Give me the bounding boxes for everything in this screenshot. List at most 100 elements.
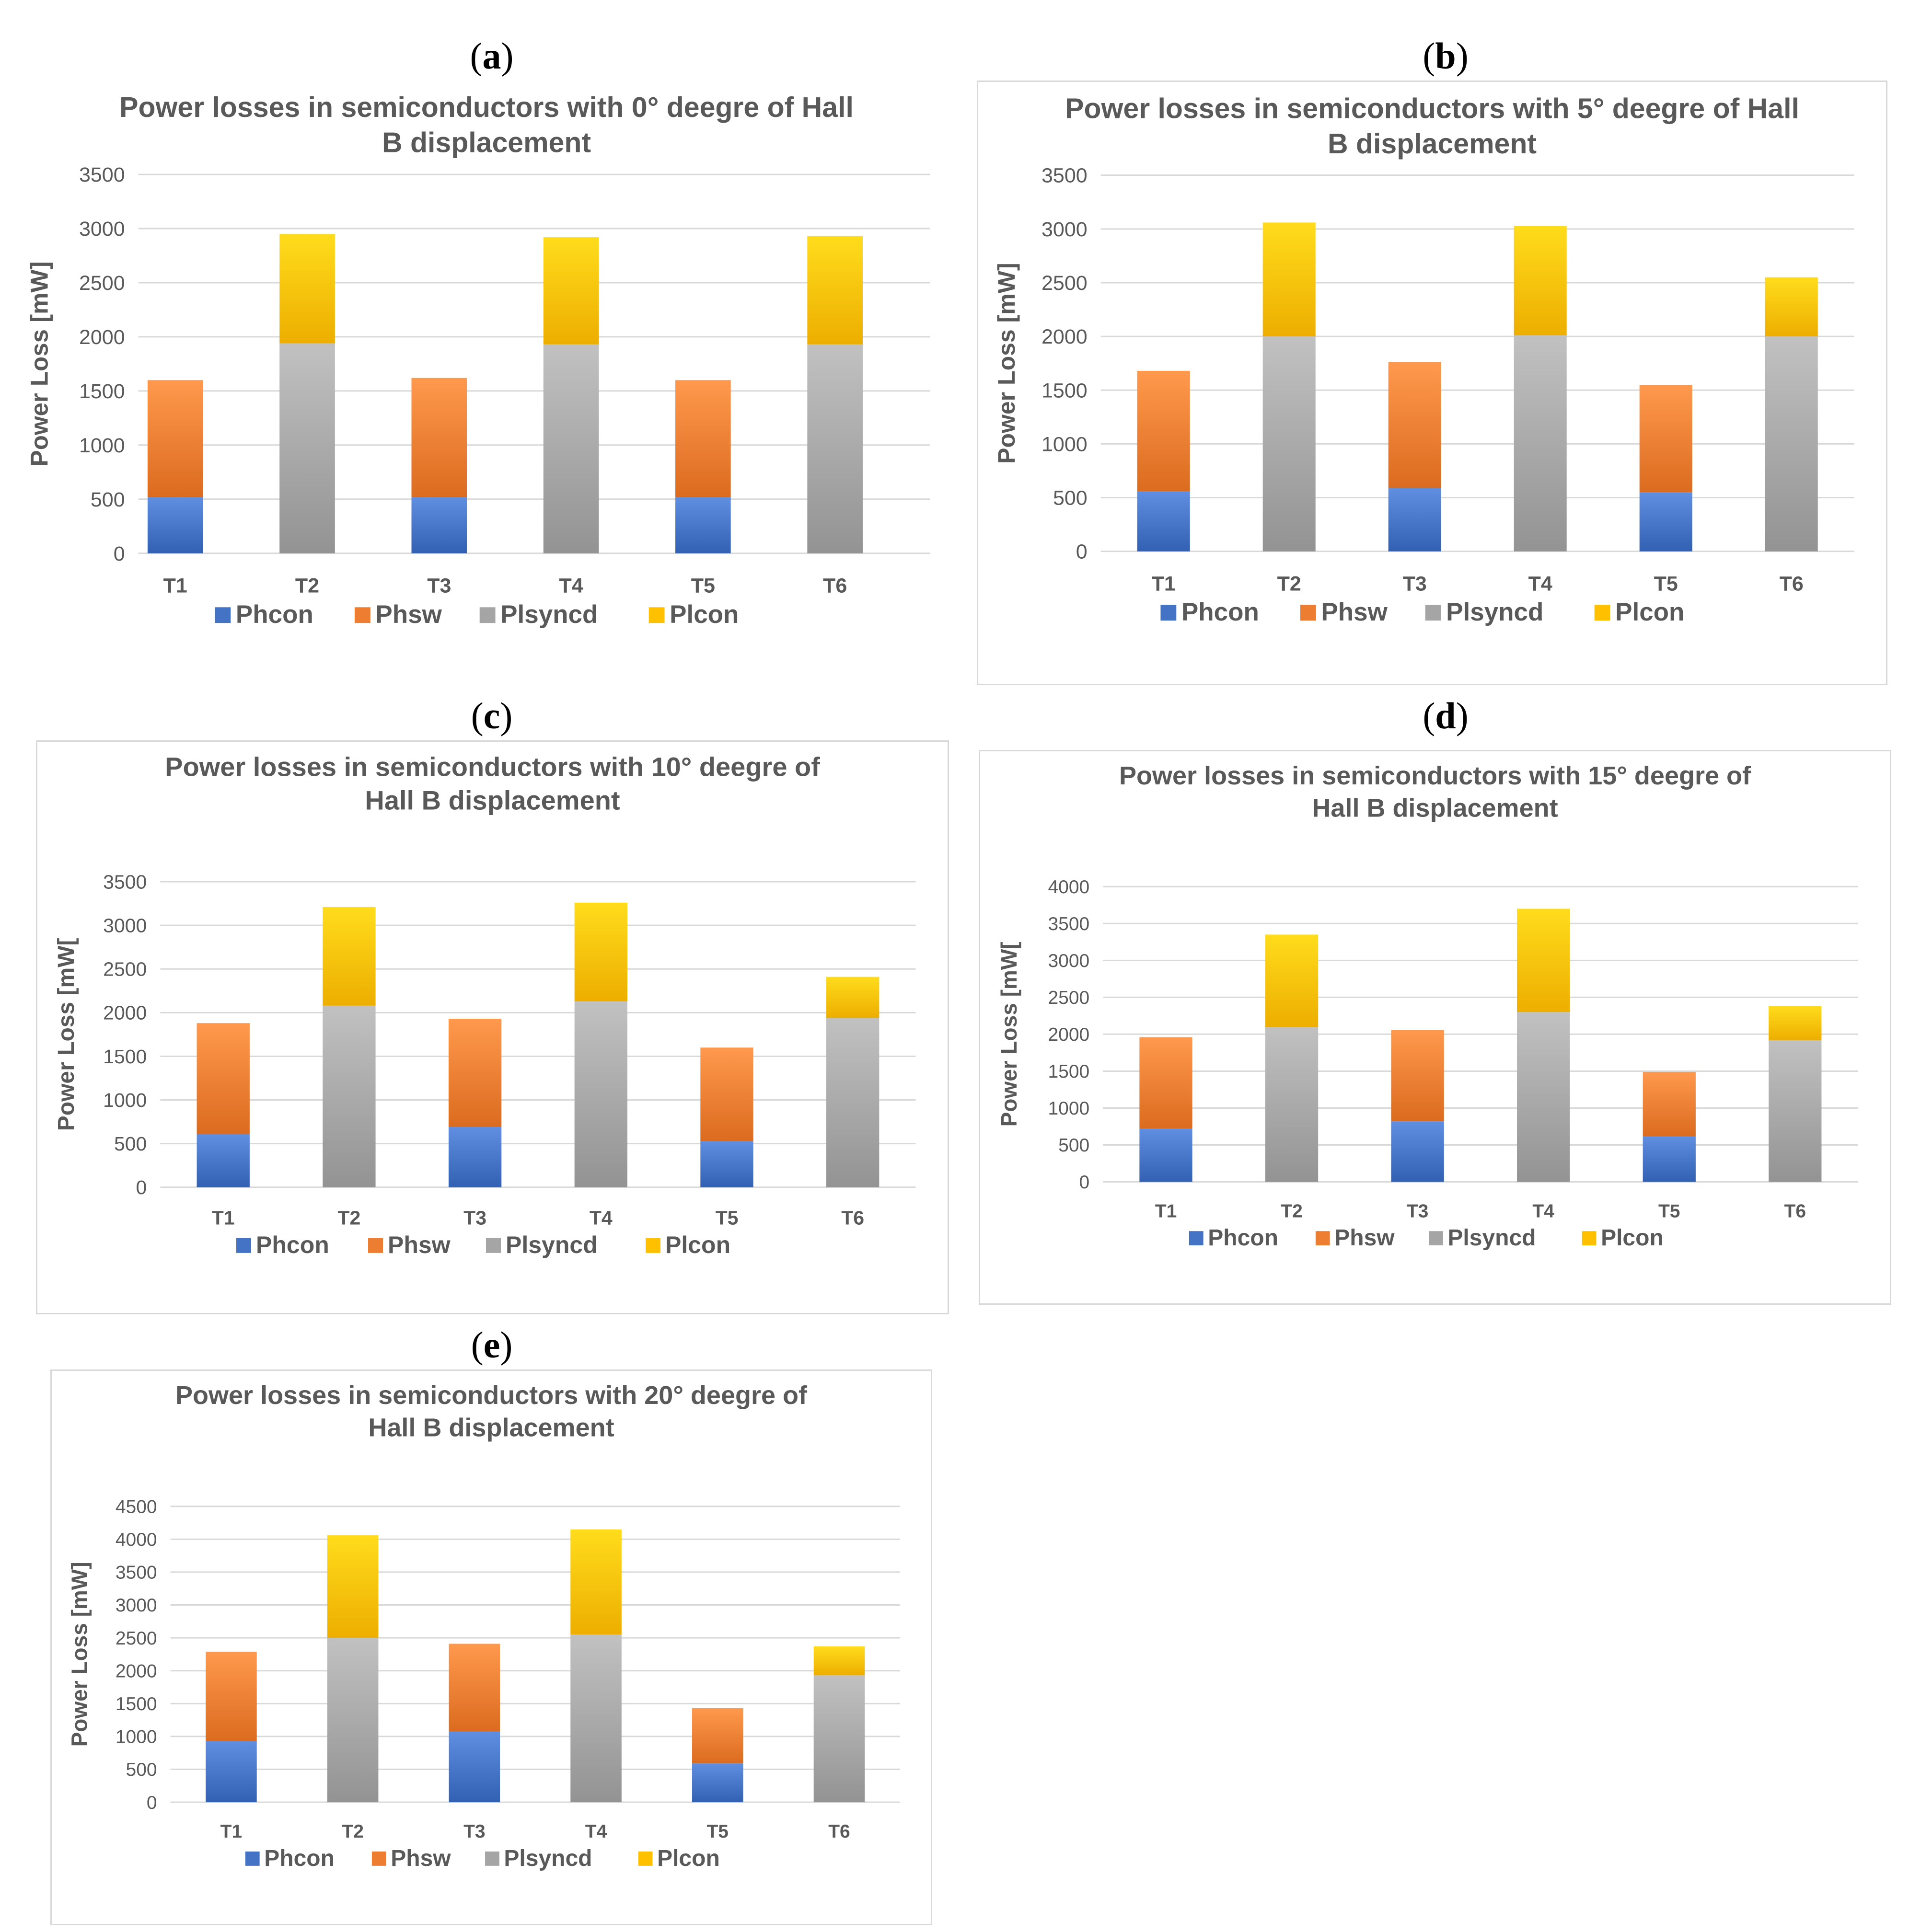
bar-T5-Phcon <box>1643 1136 1696 1182</box>
y-tick-label: 1500 <box>1042 379 1088 402</box>
bar-T5-Phcon <box>1639 492 1692 552</box>
x-tick-label: T3 <box>427 574 451 597</box>
bar-T5-Phsw <box>1643 1071 1696 1137</box>
chart-svg: Power losses in semiconductors with 10° … <box>54 752 916 1258</box>
bar-T3-Phcon <box>1391 1121 1444 1182</box>
chart-c: Power losses in semiconductors with 10° … <box>36 740 949 1314</box>
y-tick-label: 3000 <box>79 218 125 241</box>
y-tick-label: 3000 <box>116 1595 157 1616</box>
bar-T2-Plsyncd <box>327 1638 379 1803</box>
x-tick-label: T6 <box>1780 572 1804 595</box>
legend-swatch <box>486 1238 501 1253</box>
legend-swatch <box>354 607 370 623</box>
bar-T4-Plcon <box>574 902 627 1001</box>
legend-swatch <box>646 1238 660 1253</box>
x-tick-label: T2 <box>342 1821 364 1842</box>
panel-label-c: (c) <box>471 695 513 736</box>
legend-label: Plcon <box>670 600 739 629</box>
bar-T1-Phcon <box>206 1741 257 1803</box>
x-tick-label: T3 <box>1407 1201 1429 1222</box>
bar-T2-Plcon <box>1265 934 1319 1027</box>
legend-swatch <box>1300 605 1316 621</box>
bar-T1-Phcon <box>1137 491 1190 552</box>
legend-swatch <box>245 1852 260 1866</box>
chart-e: Power losses in semiconductors with 20° … <box>50 1369 932 1925</box>
x-tick-label: T3 <box>463 1207 486 1229</box>
y-tick-label: 1500 <box>116 1694 157 1714</box>
bar-T2-Plsyncd <box>323 1005 376 1187</box>
chart-title-line2: Hall B displacement <box>1312 794 1558 823</box>
y-tick-label: 3500 <box>116 1563 157 1583</box>
legend-label: Plcon <box>1601 1225 1664 1251</box>
y-tick-label: 2500 <box>103 958 147 980</box>
legend-swatch <box>1315 1231 1330 1246</box>
bar-T6-Plsyncd <box>826 1018 879 1187</box>
legend-swatch <box>648 607 665 623</box>
x-tick-label: T4 <box>585 1821 607 1842</box>
chart-title-line2: Hall B displacement <box>368 1414 614 1442</box>
x-tick-label: T5 <box>1654 572 1678 595</box>
chart-a: Power losses in semiconductors with 0° d… <box>10 80 963 687</box>
bar-T3-Phsw <box>1388 362 1441 488</box>
bar-T4-Plcon <box>1514 226 1567 335</box>
legend-label: Phcon <box>1208 1225 1278 1251</box>
chart-title-line1: Power losses in semiconductors with 0° d… <box>119 92 854 123</box>
chart-svg: Power losses in semiconductors with 20° … <box>67 1381 900 1871</box>
x-tick-label: T3 <box>1403 572 1427 595</box>
bar-T4-Plsyncd <box>1517 1012 1570 1182</box>
legend-label: Phcon <box>1181 598 1259 626</box>
chart-title-line2: Hall B displacement <box>365 785 620 816</box>
bar-T4-Plsyncd <box>574 1001 627 1187</box>
legend-label: Plcon <box>1615 598 1684 626</box>
y-tick-label: 3000 <box>1042 218 1088 241</box>
legend-label: Plsyncd <box>506 1231 598 1258</box>
bar-T6-Plsyncd <box>1765 336 1818 552</box>
y-tick-label: 3000 <box>1048 951 1089 971</box>
bar-T6-Plcon <box>1769 1006 1822 1040</box>
y-tick-label: 2000 <box>79 326 125 349</box>
bar-T1-Phsw <box>1137 370 1190 492</box>
bar-T6-Plcon <box>1765 277 1818 337</box>
bar-T5-Phcon <box>700 1141 753 1187</box>
bar-T3-Phsw <box>1391 1030 1444 1122</box>
x-tick-label: T6 <box>1784 1201 1806 1222</box>
bar-T3-Phcon <box>411 497 467 553</box>
legend-label: Plsyncd <box>1446 598 1543 626</box>
chart-title-line1: Power losses in semiconductors with 15° … <box>1119 761 1751 790</box>
bar-T1-Phcon <box>147 497 203 553</box>
chart-title-line1: Power losses in semiconductors with 20° … <box>175 1381 808 1410</box>
y-tick-label: 2500 <box>1042 272 1088 295</box>
panel-label-b: (b) <box>1423 35 1469 77</box>
bar-T2-Plsyncd <box>279 343 335 553</box>
y-tick-label: 2500 <box>79 272 125 295</box>
y-axis-label: Power Loss [mW] <box>26 261 53 466</box>
x-tick-label: T6 <box>823 574 847 597</box>
bar-T3-Phsw <box>448 1019 502 1127</box>
bar-T5-Phsw <box>675 380 731 497</box>
legend-swatch <box>371 1852 386 1866</box>
y-tick-label: 2000 <box>1042 325 1088 348</box>
bar-T1-Phsw <box>1139 1037 1192 1129</box>
y-tick-label: 3500 <box>79 163 125 186</box>
bar-T6-Plcon <box>807 236 863 345</box>
panel-label-a: (a) <box>470 35 514 77</box>
x-tick-label: T1 <box>220 1821 243 1842</box>
x-tick-label: T3 <box>463 1821 486 1842</box>
bar-T1-Phcon <box>1139 1128 1192 1182</box>
y-tick-label: 2500 <box>116 1628 157 1649</box>
y-axis-label: Power Loss [mW] <box>67 1562 92 1747</box>
legend-swatch <box>1594 605 1610 621</box>
y-tick-label: 1000 <box>103 1089 147 1111</box>
legend-swatch <box>1160 605 1177 621</box>
bar-T6-Plsyncd <box>813 1675 865 1803</box>
bar-T5-Phcon <box>675 497 731 553</box>
x-tick-label: T2 <box>337 1207 360 1229</box>
bar-T4-Plcon <box>1517 908 1570 1012</box>
y-tick-label: 1000 <box>1042 433 1088 456</box>
legend-label: Phcon <box>256 1231 329 1258</box>
bar-T6-Plcon <box>813 1646 865 1676</box>
bar-T1-Phsw <box>197 1023 250 1134</box>
x-tick-label: T6 <box>841 1207 864 1229</box>
legend-label: Phsw <box>388 1231 451 1258</box>
y-tick-label: 1500 <box>1048 1061 1089 1082</box>
